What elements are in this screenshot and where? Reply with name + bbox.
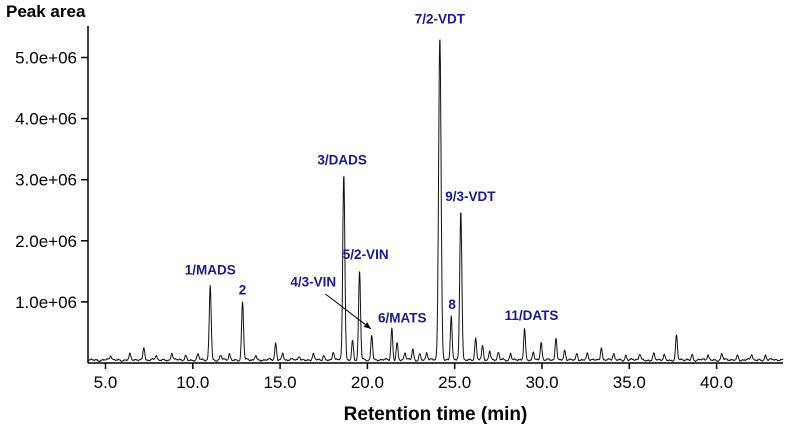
peak-label: 8 [448,297,456,312]
x-tick-label: 15.0 [264,373,297,392]
x-tick-label: 40.0 [700,373,733,392]
y-tick-label: 4.0e+06 [15,110,77,129]
chromatogram-trace [87,39,784,363]
x-tick-label: 5.0 [94,373,118,392]
x-tick-label: 25.0 [438,373,471,392]
annotation-arrow [325,293,372,330]
peak-label: 7/2-VDT [415,11,466,26]
peak-label: 1/MADS [185,262,236,277]
peak-label: 3/DADS [317,152,367,167]
y-axis-title: Peak area [6,2,86,21]
x-tick-label: 35.0 [613,373,646,392]
x-tick-label: 30.0 [525,373,558,392]
y-tick-label: 1.0e+06 [15,293,77,312]
peak-label: 6/MATS [378,311,427,326]
peak-label: 5/2-VIN [343,247,389,262]
peak-label: 9/3-VDT [445,189,496,204]
peak-label: 11/DATS [505,308,559,323]
peak-label: 2 [239,283,247,298]
x-tick-label: 20.0 [351,373,384,392]
y-tick-label: 5.0e+06 [15,49,77,68]
y-tick-label: 2.0e+06 [15,232,77,251]
y-tick-label: 3.0e+06 [15,171,77,190]
peak-label: 4/3-VIN [290,275,336,290]
x-axis-title: Retention time (min) [343,404,528,425]
x-tick-label: 10.0 [176,373,209,392]
